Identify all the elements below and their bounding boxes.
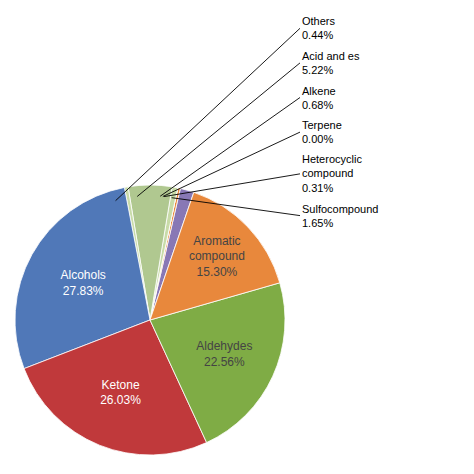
svg-text:Aldehydes22.56%: Aldehydes22.56% <box>196 339 252 369</box>
svg-text:Terpene0.00%: Terpene0.00% <box>302 119 342 145</box>
svg-text:Acid and es5.22%: Acid and es5.22% <box>302 50 360 76</box>
svg-text:Others0.44%: Others0.44% <box>302 15 336 41</box>
svg-text:Heterocycliccompound0.31%: Heterocycliccompound0.31% <box>302 153 362 194</box>
svg-text:Ketone26.03%: Ketone26.03% <box>100 378 141 408</box>
svg-text:Aromaticcompound15.30%: Aromaticcompound15.30% <box>189 234 245 279</box>
svg-text:Sulfocompound1.65%: Sulfocompound1.65% <box>302 203 378 229</box>
svg-text:Alcohols27.83%: Alcohols27.83% <box>60 268 105 298</box>
svg-text:Alkene0.68%: Alkene0.68% <box>302 85 336 111</box>
